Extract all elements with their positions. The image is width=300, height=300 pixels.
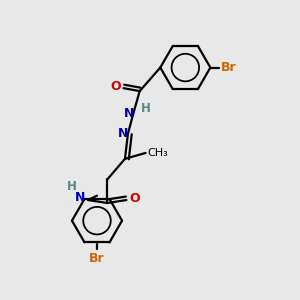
Text: H: H bbox=[141, 102, 151, 115]
Text: CH₃: CH₃ bbox=[147, 148, 168, 158]
Text: H: H bbox=[67, 180, 77, 193]
Text: Br: Br bbox=[221, 61, 236, 74]
Text: Br: Br bbox=[89, 252, 105, 265]
Text: N: N bbox=[75, 190, 85, 204]
Text: N: N bbox=[118, 127, 129, 140]
Text: N: N bbox=[124, 107, 135, 120]
Text: O: O bbox=[129, 192, 140, 205]
Text: O: O bbox=[110, 80, 121, 93]
